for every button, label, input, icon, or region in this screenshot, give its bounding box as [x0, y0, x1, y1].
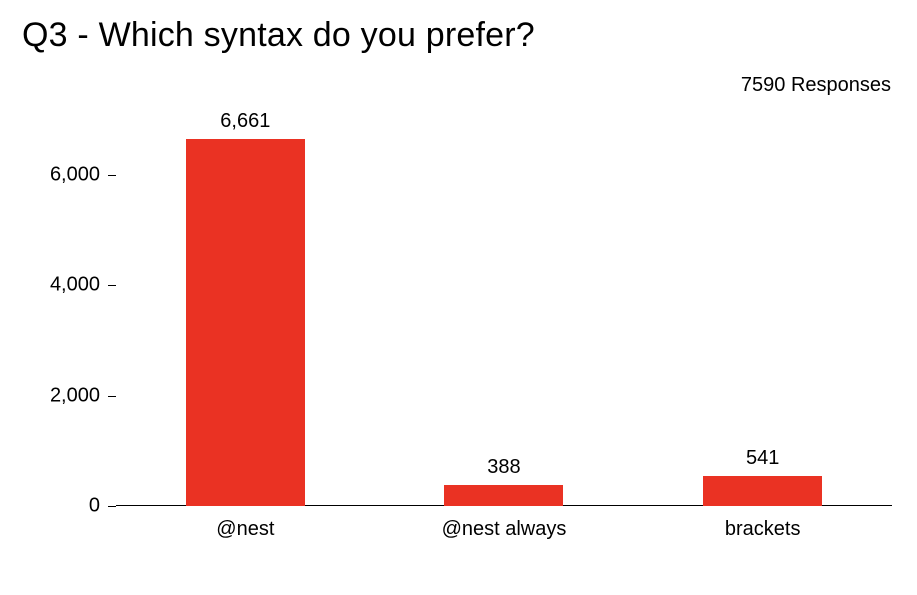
y-tick-label: 4,000: [50, 274, 100, 297]
y-tick-mark: [108, 285, 116, 286]
y-axis: 0 2,000 4,000 6,000: [32, 120, 108, 550]
chart-plot: 02,0004,0006,000 6,661@nest388@nest alwa…: [32, 120, 892, 550]
bar-value-label: 388: [375, 456, 634, 479]
bar-value-label: 541: [633, 447, 892, 470]
y-tick-mark: [108, 175, 116, 176]
bar: [444, 485, 563, 506]
y-tick-label: 0: [89, 495, 100, 518]
y-tick-mark: [108, 396, 116, 397]
x-tick-label: @nest: [116, 518, 375, 541]
chart-area: 6,661@nest388@nest always541brackets: [116, 120, 892, 506]
bar-group: 6,661@nest: [116, 120, 375, 506]
y-tick-mark: [108, 506, 116, 507]
chart-title: Q3 - Which syntax do you prefer?: [22, 16, 535, 55]
bar-value-label: 6,661: [116, 110, 375, 133]
chart-container: Q3 - Which syntax do you prefer? 7590 Re…: [0, 0, 917, 595]
y-tick-label: 2,000: [50, 384, 100, 407]
y-tick-label: 6,000: [50, 164, 100, 187]
chart-subtitle: 7590 Responses: [741, 74, 891, 97]
bar-group: 388@nest always: [375, 120, 634, 506]
bar: [703, 476, 822, 506]
bar: [186, 139, 305, 506]
x-tick-label: @nest always: [375, 518, 634, 541]
x-tick-label: brackets: [633, 518, 892, 541]
bar-group: 541brackets: [633, 120, 892, 506]
